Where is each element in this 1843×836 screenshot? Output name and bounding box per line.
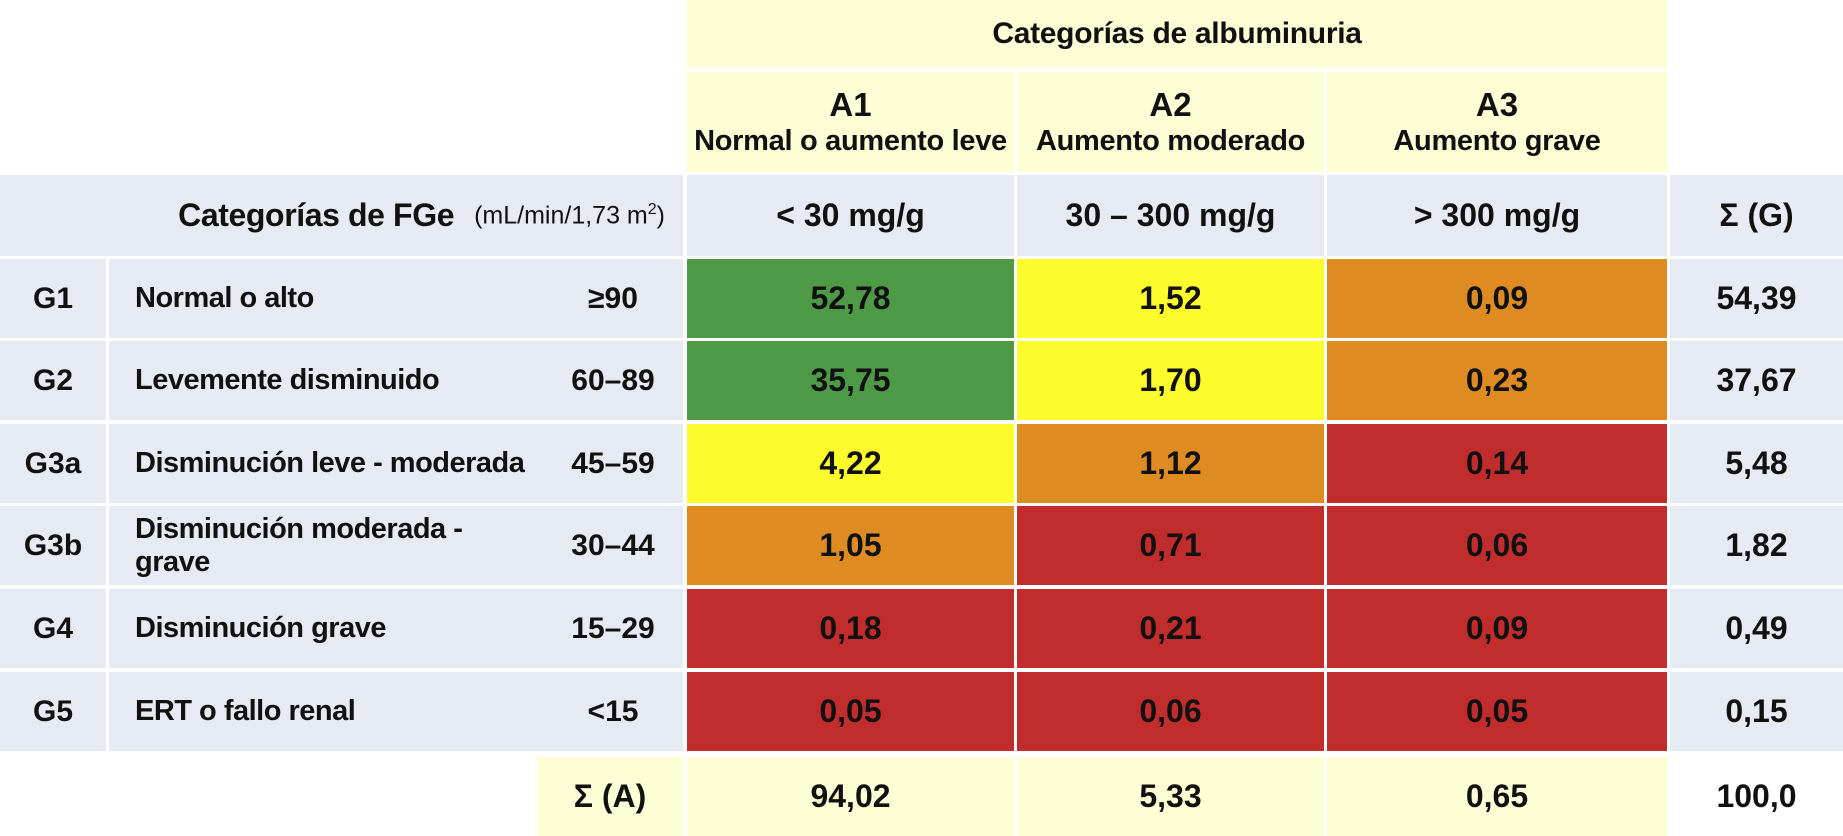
data-cell: 0,71 bbox=[1017, 506, 1324, 585]
data-cell: 35,75 bbox=[687, 341, 1014, 420]
data-cell: 1,05 bbox=[687, 506, 1014, 585]
sum-a-label: Σ (A) bbox=[537, 757, 683, 836]
threshold-a1: < 30 mg/g bbox=[687, 175, 1014, 256]
data-cell: 0,09 bbox=[1327, 259, 1667, 338]
fge-unit: (mL/min/1,73 m2) bbox=[474, 200, 665, 230]
row-code: G5 bbox=[0, 672, 106, 751]
row-sum: 5,48 bbox=[1670, 424, 1843, 503]
row-sum: 1,82 bbox=[1670, 506, 1843, 585]
data-cell: 0,23 bbox=[1327, 341, 1667, 420]
row-range: ≥90 bbox=[543, 259, 683, 338]
threshold-a3: > 300 mg/g bbox=[1327, 175, 1667, 256]
data-cell: 1,52 bbox=[1017, 259, 1324, 338]
row-code: G3b bbox=[0, 506, 106, 585]
data-cell: 0,21 bbox=[1017, 589, 1324, 668]
row-sum: 0,15 bbox=[1670, 672, 1843, 751]
data-cell: 0,05 bbox=[1327, 672, 1667, 751]
data-cell: 1,12 bbox=[1017, 424, 1324, 503]
albuminuria-header: Categorías de albuminuria bbox=[687, 0, 1667, 68]
data-cell: 4,22 bbox=[687, 424, 1014, 503]
column-header-a2: A2 Aumento moderado bbox=[1017, 72, 1324, 172]
row-code: G1 bbox=[0, 259, 106, 338]
data-cell: 0,09 bbox=[1327, 589, 1667, 668]
row-range: 30–44 bbox=[543, 506, 683, 585]
row-label: Disminución grave bbox=[109, 589, 543, 668]
sum-a3: 0,65 bbox=[1327, 757, 1667, 836]
albuminuria-title: Categorías de albuminuria bbox=[992, 17, 1362, 50]
column-code: A3 bbox=[1475, 85, 1519, 123]
row-range: 15–29 bbox=[543, 589, 683, 668]
column-desc: Normal o aumento leve bbox=[694, 125, 1007, 158]
column-code: A1 bbox=[829, 85, 872, 123]
data-cell: 0,14 bbox=[1327, 424, 1667, 503]
column-desc: Aumento moderado bbox=[1035, 125, 1306, 158]
data-cell: 0,05 bbox=[687, 672, 1014, 751]
fge-header: Categorías de FGe (mL/min/1,73 m2) bbox=[0, 175, 683, 256]
threshold-a2: 30 – 300 mg/g bbox=[1017, 175, 1324, 256]
grand-total: 100,0 bbox=[1670, 757, 1843, 836]
column-header-a1: A1 Normal o aumento leve bbox=[687, 72, 1014, 172]
row-label: Disminución moderada - grave bbox=[109, 506, 543, 585]
data-cell: 0,18 bbox=[687, 589, 1014, 668]
row-label: Disminución leve - moderada bbox=[109, 424, 543, 503]
sum-a1: 94,02 bbox=[687, 757, 1014, 836]
row-label: Normal o alto bbox=[109, 259, 543, 338]
fge-title: Categorías de FGe bbox=[178, 197, 455, 233]
row-label: ERT o fallo renal bbox=[109, 672, 543, 751]
row-range: 60–89 bbox=[543, 341, 683, 420]
row-sum: 37,67 bbox=[1670, 341, 1843, 420]
column-code: A2 bbox=[1149, 85, 1192, 123]
data-cell: 0,06 bbox=[1017, 672, 1324, 751]
row-code: G2 bbox=[0, 341, 106, 420]
row-sum: 0,49 bbox=[1670, 589, 1843, 668]
sum-a2: 5,33 bbox=[1017, 757, 1324, 836]
column-header-a3: A3 Aumento grave bbox=[1327, 72, 1667, 172]
row-label: Levemente disminuido bbox=[109, 341, 543, 420]
row-range: 45–59 bbox=[543, 424, 683, 503]
row-range: <15 bbox=[543, 672, 683, 751]
row-code: G4 bbox=[0, 589, 106, 668]
data-cell: 0,06 bbox=[1327, 506, 1667, 585]
data-cell: 1,70 bbox=[1017, 341, 1324, 420]
data-cell: 52,78 bbox=[687, 259, 1014, 338]
row-code: G3a bbox=[0, 424, 106, 503]
sum-g-header: Σ (G) bbox=[1670, 175, 1843, 256]
column-desc: Aumento grave bbox=[1393, 125, 1601, 158]
row-sum: 54,39 bbox=[1670, 259, 1843, 338]
